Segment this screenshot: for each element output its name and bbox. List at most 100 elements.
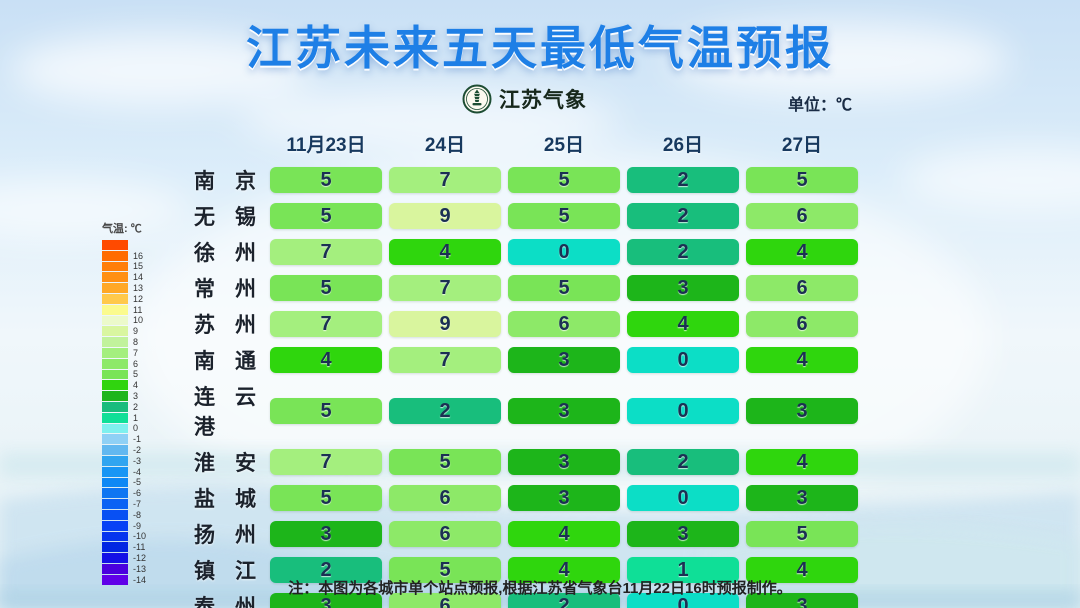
legend-tick-label: 10 (133, 315, 144, 326)
temperature-cell: 3 (508, 347, 620, 373)
temperature-cell: 5 (746, 167, 858, 193)
legend-tick-label: -2 (133, 444, 142, 455)
legend-item: 6 (102, 358, 146, 369)
forecast-rows: 南京 5 7 5 2 5 无锡 5 9 5 2 6 徐州 7 4 0 2 4 常州 5 7 5 3 6 苏州 7 9 6 4 6 南通 4 7 3… (186, 165, 858, 608)
temperature-cell: 4 (627, 311, 739, 337)
date-header-row: 11月23日 24日 25日 26日 27日 (186, 130, 858, 157)
legend-tick-label: 4 (133, 380, 139, 391)
legend-swatch (102, 272, 128, 283)
legend-item: -4 (102, 466, 146, 477)
temperature-cell: 7 (270, 239, 382, 265)
legend-swatch (102, 358, 128, 369)
temperature-cell: 3 (746, 593, 858, 608)
temperature-cell: 7 (270, 311, 382, 337)
legend-swatch (102, 520, 128, 531)
legend-swatch (102, 304, 128, 315)
legend-tick-label: -14 (133, 574, 147, 585)
legend-swatch (102, 401, 128, 412)
temperature-cell: 9 (389, 311, 501, 337)
legend-swatch (102, 488, 128, 499)
legend-swatch (102, 337, 128, 347)
temperature-cell: 6 (746, 311, 858, 337)
temperature-cell: 5 (270, 275, 382, 301)
legend-item: 12 (102, 293, 146, 304)
temperature-cell: 2 (389, 398, 501, 424)
legend-item: 13 (102, 282, 146, 293)
temperature-cell: 6 (746, 203, 858, 229)
temperature-cell: 5 (508, 167, 620, 193)
legend-item: -10 (102, 531, 146, 542)
forecast-table: 11月23日 24日 25日 26日 27日 南京 5 7 5 2 5 无锡 5 9 5 2 6 徐州 7 4 0 2 4… (186, 130, 858, 608)
date-header-cell: 25日 (543, 135, 585, 156)
legend-tick-label: -3 (133, 455, 142, 466)
legend-item: -13 (102, 563, 146, 574)
legend-item: -6 (102, 487, 146, 499)
temperature-cell: 0 (627, 593, 739, 608)
legend-tick-label: 6 (133, 358, 139, 369)
temperature-cell: 5 (270, 203, 382, 229)
table-row: 苏州 7 9 6 4 6 (186, 309, 858, 339)
table-row: 镇江 2 5 4 1 4 (186, 555, 858, 585)
temperature-cell: 2 (627, 449, 739, 475)
legend-item: 16 (102, 250, 146, 261)
legend-swatch (102, 466, 128, 477)
legend-swatch (102, 283, 128, 293)
city-label: 泰州 (194, 596, 256, 608)
date-header-cell: 24日 (424, 135, 466, 156)
temperature-cell: 6 (746, 275, 858, 301)
legend-tick-label: 16 (133, 250, 144, 261)
legend-tick-label: 12 (133, 293, 144, 304)
legend-swatch (102, 531, 128, 542)
subheader: 江苏气象 单位：℃ (0, 84, 1080, 118)
legend-swatch (102, 369, 128, 380)
temperature-cell: 4 (746, 347, 858, 373)
legend-tick-label: -6 (133, 488, 142, 499)
legend-item: 7 (102, 347, 146, 358)
temperature-cell: 5 (270, 485, 382, 511)
temperature-cell: 3 (508, 485, 620, 511)
temperature-cell: 6 (389, 485, 501, 511)
legend-swatch (102, 574, 128, 585)
legend-tick-label: -9 (133, 520, 142, 531)
logo-text: 江苏气象 (499, 89, 587, 112)
footnote: 注：本图为各城市单个站点预报,根据江苏省气象台11月22日16时预报制作。 (288, 580, 792, 597)
temperature-cell: 5 (389, 557, 501, 583)
temperature-cell: 7 (389, 167, 501, 193)
temperature-cell: 7 (270, 449, 382, 475)
legend-item: -11 (102, 541, 146, 553)
legend-tick-label: -10 (133, 531, 147, 542)
temperature-cell: 0 (508, 239, 620, 265)
temperature-cell: 9 (389, 203, 501, 229)
legend-swatch (102, 553, 128, 563)
legend-item: 2 (102, 401, 146, 412)
legend-swatch (102, 434, 128, 445)
legend-tick-label: 2 (133, 401, 139, 412)
legend-tick-label: 0 (133, 423, 139, 434)
temperature-cell: 0 (627, 485, 739, 511)
legend-item: -14 (102, 574, 146, 585)
legend-swatch (102, 499, 128, 509)
legend-swatch (102, 509, 128, 520)
table-row: 徐州 7 4 0 2 4 (186, 237, 858, 267)
temperature-cell: 7 (389, 347, 501, 373)
legend-swatch (102, 542, 128, 553)
city-label: 扬州 (194, 524, 256, 547)
city-label: 徐州 (194, 242, 256, 265)
temperature-cell: 4 (746, 449, 858, 475)
table-row: 泰州 3 6 2 0 3 (186, 591, 858, 608)
temperature-legend: 气温: ℃ 16 15 14 13 12 11 10 9 8 7 6 5 4 3 2 1 0 -1 -2 -3 -4 -5… (102, 220, 146, 585)
legend-tick-label: 3 (133, 390, 139, 401)
temperature-cell: 6 (508, 311, 620, 337)
legend-item: 9 (102, 325, 146, 337)
temperature-cell: 4 (508, 521, 620, 547)
city-label: 盐城 (194, 488, 256, 511)
temperature-cell: 3 (746, 485, 858, 511)
legend-tick-label: -11 (133, 542, 146, 553)
legend-swatch (102, 261, 128, 272)
date-header-cell: 11月23日 (286, 135, 366, 156)
temperature-cell: 3 (627, 275, 739, 301)
legend-swatch (102, 326, 128, 337)
temperature-cell: 5 (508, 275, 620, 301)
temperature-cell: 5 (270, 167, 382, 193)
